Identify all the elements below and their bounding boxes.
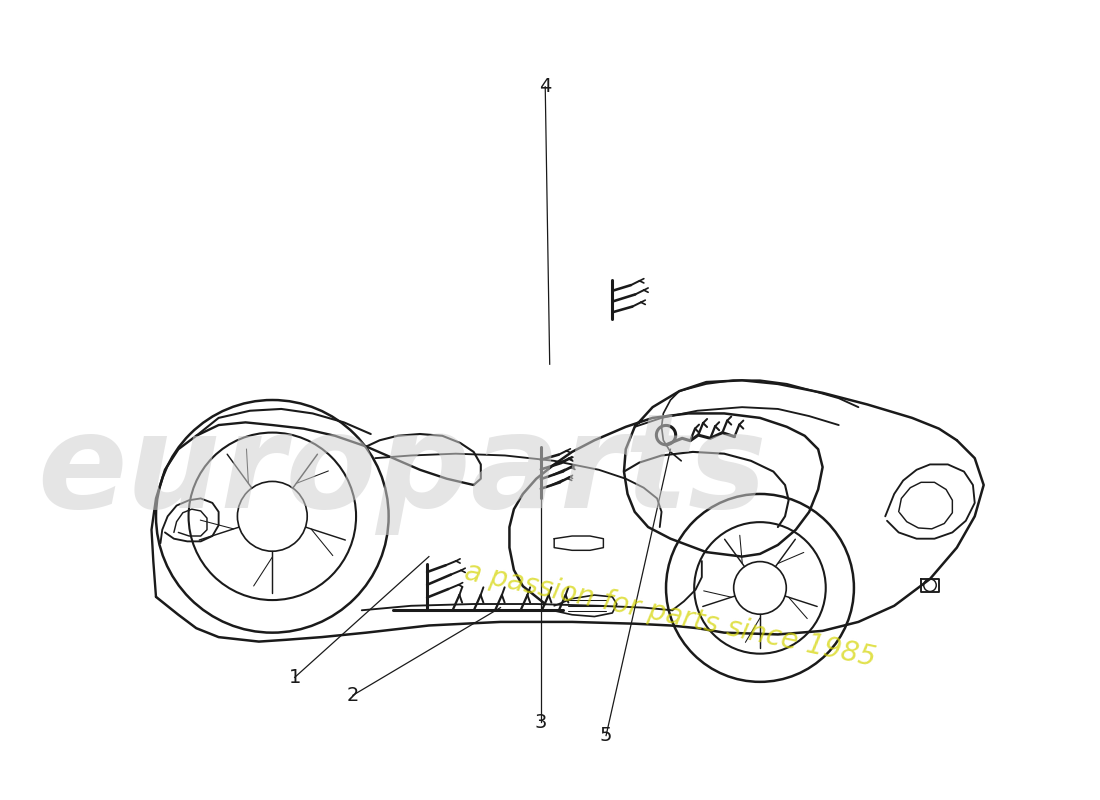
- Text: a passion for parts since 1985: a passion for parts since 1985: [462, 558, 879, 672]
- Text: 4: 4: [539, 78, 551, 96]
- Text: 1: 1: [288, 668, 301, 687]
- Text: 3: 3: [535, 713, 547, 732]
- Text: europarts: europarts: [37, 408, 767, 535]
- Text: 2: 2: [346, 686, 359, 705]
- Text: 5: 5: [600, 726, 613, 745]
